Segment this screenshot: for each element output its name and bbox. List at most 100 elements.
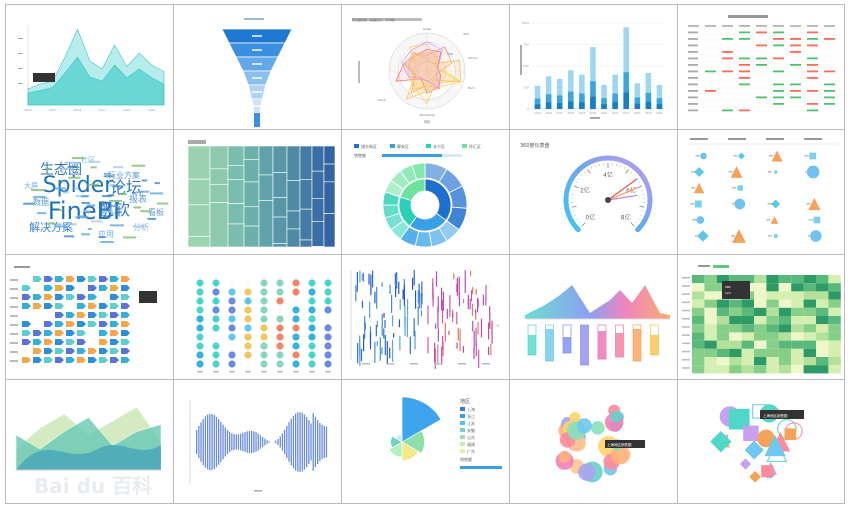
heat-cell	[754, 316, 767, 325]
gauge-panel[interactable]: 360度仪表盘0亿2亿4亿6亿8亿	[510, 130, 677, 254]
barcode-panel[interactable]: ×	[342, 255, 509, 379]
arrow-mark	[33, 294, 42, 300]
rose-chart-panel[interactable]: 地区 上海 浙江 江苏 安徽 山东 福建 广东 销售额	[342, 380, 509, 503]
table-cell	[756, 57, 767, 60]
bar-segment	[656, 104, 663, 109]
treemap-cell	[311, 145, 325, 172]
flow-bar	[290, 418, 292, 466]
legend-footer: 销售额	[460, 456, 472, 462]
combo-chart-panel[interactable]	[510, 255, 677, 379]
arrow-mark	[66, 294, 75, 300]
gauge-tick	[571, 205, 577, 208]
arrow-mark	[33, 330, 42, 336]
barcode-line	[437, 344, 439, 365]
table-chart-panel[interactable]	[678, 5, 844, 129]
arrow-mark	[66, 357, 75, 363]
area-chart-panel[interactable]: 2015 2017 2019 2021 2023 2025	[6, 5, 173, 129]
barcode-line	[369, 332, 372, 350]
flow-bar	[229, 431, 231, 453]
word-9: 数据	[33, 197, 49, 207]
column-title	[690, 138, 708, 140]
x-tick-label: 2021	[601, 111, 608, 115]
flow-bar	[268, 441, 270, 443]
radar-chart-panel[interactable]: 雷达图标题（缩图显示，不清晰） Sales Admin Marketing Devel T…	[342, 5, 509, 129]
barcode-line	[370, 274, 372, 296]
barcode-line	[359, 270, 361, 283]
arrow-mark	[66, 339, 75, 345]
x-tick	[261, 371, 267, 373]
table-cell	[790, 38, 801, 40]
arrow-mark	[55, 303, 64, 309]
x-tick	[293, 371, 299, 373]
heat-cell	[778, 283, 792, 292]
symbol-label	[769, 155, 774, 157]
barcode-chart: ×	[350, 270, 499, 370]
bar-chart-panel[interactable]: 0 250 500 750 1000 2015 2016 2017 2018 2019 2020 20…	[510, 5, 677, 129]
heatmap-panel[interactable]: ABC 123	[678, 255, 844, 379]
heat-cell	[766, 357, 779, 366]
word-small	[139, 190, 150, 193]
bubble-chart-panel[interactable]: 上海地区销售额	[510, 380, 677, 503]
word-small	[109, 224, 124, 227]
arrow-mark	[77, 276, 86, 282]
sunburst-panel[interactable]: 浦东新区 静安区 长宁区 徐汇区 销售额	[342, 130, 509, 254]
sunburst-inner-slice	[399, 178, 426, 202]
word-small	[112, 166, 124, 169]
symbol-square	[774, 170, 778, 174]
arrow-chart-panel[interactable]	[6, 255, 173, 379]
y-tick-label: 750	[523, 43, 529, 47]
barcode-line	[458, 293, 461, 307]
radar-series-4	[402, 53, 461, 105]
barcode-line	[372, 270, 374, 288]
matrix-dot	[308, 360, 316, 368]
flow-bar-panel[interactable]	[174, 380, 341, 503]
barcode-line	[475, 327, 477, 347]
table-cell	[756, 44, 767, 47]
dot-matrix-panel[interactable]	[174, 255, 341, 379]
word-small	[81, 233, 90, 236]
shape-chart-panel[interactable]: 上海地区销售额	[678, 380, 844, 503]
flow-bar	[202, 418, 204, 466]
arrow-mark	[55, 348, 64, 354]
heat-cell	[754, 299, 767, 308]
arrow-mark	[55, 294, 64, 300]
barcode-line	[402, 289, 404, 300]
gauge-needle-0	[607, 178, 638, 201]
table-cell	[790, 90, 801, 92]
barcode-line	[375, 324, 377, 337]
matrix-dot	[212, 306, 220, 314]
gauge-tick	[637, 218, 640, 220]
barcode-line	[488, 322, 490, 340]
table-header-cell	[824, 25, 835, 27]
heat-cell	[754, 357, 767, 366]
treemap-cell	[286, 228, 301, 248]
arrow-mark	[66, 276, 75, 282]
symbol-triangle	[693, 182, 705, 194]
arrow-mark	[121, 348, 130, 354]
treemap-cell	[227, 179, 245, 204]
table-cell	[722, 109, 733, 112]
barcode-line	[475, 289, 477, 295]
funnel-chart-panel[interactable]	[174, 5, 341, 129]
bar-segment	[590, 96, 596, 109]
heat-cell	[692, 365, 705, 374]
matrix-dot	[324, 306, 332, 314]
row-label	[682, 318, 690, 320]
shape-square	[728, 408, 750, 430]
barcode-line	[427, 337, 429, 354]
flow-bar	[295, 413, 297, 471]
arrow-mark	[88, 294, 97, 300]
heat-cell	[778, 357, 792, 366]
legend-item: 安徽	[467, 427, 475, 433]
table-header-cell	[705, 25, 716, 27]
treemap-panel[interactable]	[174, 130, 341, 254]
gauge-tick	[623, 166, 625, 169]
heat-cell	[741, 357, 754, 366]
heat-cell	[766, 365, 779, 374]
heat-cell	[729, 299, 742, 308]
wave-area-panel[interactable]: Bai du 百科	[6, 380, 173, 503]
wordcloud-panel[interactable]: Spider FineBI 论坛 生态圈 帆软 解决方案 行业方案 报表 看板 数据 应用 分析 大屏社…	[6, 130, 173, 254]
close-mark: ×	[496, 323, 499, 328]
symbol-chart-panel[interactable]	[678, 130, 844, 254]
heat-cell	[778, 324, 792, 333]
